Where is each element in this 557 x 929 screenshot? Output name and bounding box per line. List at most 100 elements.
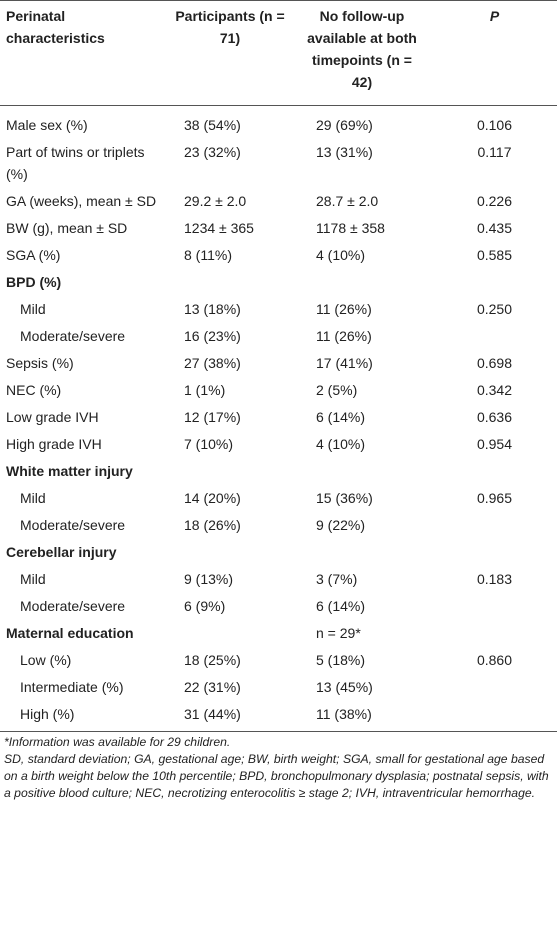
table-cell: 4 (10%) xyxy=(316,247,366,263)
footnote: *Information was available for 29 childr… xyxy=(4,735,231,749)
table-cell: 0.636 xyxy=(476,409,513,425)
table-row: Maternal education n = 29* xyxy=(0,620,557,647)
table-row: NEC (%) 1 (1%) 2 (5%) 0.342 xyxy=(0,377,557,404)
table-row: White matter injury xyxy=(0,458,557,485)
table-cell: Mild xyxy=(20,490,46,506)
table-row: BPD (%) xyxy=(0,269,557,296)
table-cell xyxy=(432,674,557,701)
table-cell: 0.698 xyxy=(476,355,513,371)
table-cell: 0.226 xyxy=(476,193,513,209)
table-cell: BPD (%) xyxy=(6,274,62,290)
table-row: High (%) 31 (44%) 11 (38%) xyxy=(0,701,557,732)
table-cell: Moderate/severe xyxy=(20,517,126,533)
table-cell: 17 (41%) xyxy=(316,355,373,371)
table-cell: 38 (54%) xyxy=(184,117,241,133)
table-cell: 0.106 xyxy=(476,117,513,133)
table-cell: 3 (7%) xyxy=(316,571,358,587)
table-cell xyxy=(168,458,292,485)
table-cell: White matter injury xyxy=(6,463,133,479)
table-cell: Sepsis (%) xyxy=(6,355,74,371)
table-cell: 11 (26%) xyxy=(316,301,372,317)
table-cell: 18 (26%) xyxy=(184,517,241,533)
table-cell: BW (g), mean ± SD xyxy=(6,220,128,236)
footnote: SD, standard deviation; GA, gestational … xyxy=(4,752,549,800)
table-cell: 13 (18%) xyxy=(184,301,241,317)
table-cell: 1178 ± 358 xyxy=(316,220,385,236)
table-cell: 23 (32%) xyxy=(184,144,241,160)
table-cell: High (%) xyxy=(0,701,168,732)
table-cell: 16 (23%) xyxy=(184,328,241,344)
footnotes: *Information was available for 29 childr… xyxy=(0,732,557,802)
table-cell: 8 (11%) xyxy=(184,247,232,263)
table-cell: 22 (31%) xyxy=(184,679,241,695)
table-cell: Mild xyxy=(20,301,46,317)
table-cell: 7 (10%) xyxy=(184,436,234,452)
table-cell: 29.2 ± 2.0 xyxy=(184,193,247,209)
table-cell: 0.183 xyxy=(476,571,513,587)
data-table: Perinatal characteristics Participants (n… xyxy=(0,0,557,732)
table-row: High grade IVH 7 (10%) 4 (10%) 0.954 xyxy=(0,431,557,458)
table-cell: Cerebellar injury xyxy=(6,544,117,560)
table-cell: 31 (44%) xyxy=(168,701,292,732)
header-cell: Perinatal characteristics xyxy=(0,0,168,106)
table-cell xyxy=(432,323,557,350)
table-cell: Intermediate (%) xyxy=(20,679,124,695)
table-cell: 6 (14%) xyxy=(316,598,366,614)
table-cell: 9 (22%) xyxy=(316,517,366,533)
table-cell: Low (%) xyxy=(20,652,72,668)
table-cell: 1 (1%) xyxy=(184,382,226,398)
table-row: Sepsis (%) 27 (38%) 17 (41%) 0.698 xyxy=(0,350,557,377)
table-row: Part of twins or triplets (%) 23 (32%) 13 … xyxy=(0,139,557,188)
table-body: Male sex (%) 38 (54%) 29 (69%) 0.106 Part of… xyxy=(0,106,557,732)
table-row: Moderate/severe 18 (26%) 9 (22%) xyxy=(0,512,557,539)
table-cell xyxy=(168,539,292,566)
table-row: Moderate/severe 16 (23%) 11 (26%) xyxy=(0,323,557,350)
table-cell: 18 (25%) xyxy=(184,652,241,668)
table-row: Mild 13 (18%) 11 (26%) 0.250 xyxy=(0,296,557,323)
table-row: SGA (%) 8 (11%) 4 (10%) 0.585 xyxy=(0,242,557,269)
table-cell: Male sex (%) xyxy=(6,117,88,133)
table-cell: Part of twins or triplets (%) xyxy=(6,144,145,182)
table-row: Low (%) 18 (25%) 5 (18%) 0.860 xyxy=(0,647,557,674)
table-cell: Low grade IVH xyxy=(6,409,99,425)
table-cell: Mild xyxy=(20,571,46,587)
table-cell: 1234 ± 365 xyxy=(184,220,254,236)
table-cell xyxy=(168,620,292,647)
table-cell: 0.585 xyxy=(476,247,513,263)
table-cell xyxy=(432,539,557,566)
table-row: Moderate/severe 6 (9%) 6 (14%) xyxy=(0,593,557,620)
table-row: Low grade IVH 12 (17%) 6 (14%) 0.636 xyxy=(0,404,557,431)
table-cell: GA (weeks), mean ± SD xyxy=(6,193,157,209)
table-cell: 13 (45%) xyxy=(316,679,373,695)
table-cell: 28.7 ± 2.0 xyxy=(316,193,379,209)
table-cell xyxy=(432,269,557,296)
table-cell: 9 (13%) xyxy=(184,571,234,587)
table-row: GA (weeks), mean ± SD 29.2 ± 2.0 28.7 ± 2.… xyxy=(0,188,557,215)
table-cell: Maternal education xyxy=(6,625,134,641)
table-row: Cerebellar injury xyxy=(0,539,557,566)
table-row: Mild 9 (13%) 3 (7%) 0.183 xyxy=(0,566,557,593)
table-cell: 0.954 xyxy=(476,436,513,452)
header-cell: Participants (n = 71) xyxy=(168,0,292,106)
table-cell: 0.435 xyxy=(476,220,513,236)
table-cell: High grade IVH xyxy=(6,436,102,452)
table-cell xyxy=(292,269,432,296)
table-row: Male sex (%) 38 (54%) 29 (69%) 0.106 xyxy=(0,106,557,140)
table-cell: 11 (26%) xyxy=(316,328,372,344)
table-cell xyxy=(432,620,557,647)
table-cell: 5 (18%) xyxy=(316,652,366,668)
table-cell: 13 (31%) xyxy=(316,144,373,160)
table-cell: 12 (17%) xyxy=(184,409,241,425)
table-header: Perinatal characteristics Participants (n… xyxy=(0,0,557,106)
table-cell: NEC (%) xyxy=(6,382,62,398)
table-cell: 29 (69%) xyxy=(316,117,373,133)
table-cell xyxy=(292,458,432,485)
table-cell: 6 (9%) xyxy=(184,598,226,614)
table-cell: Moderate/severe xyxy=(20,598,126,614)
table-cell xyxy=(432,458,557,485)
table-cell xyxy=(432,701,557,732)
header-cell: No follow-up available at both timepoint… xyxy=(292,0,432,106)
table-cell: 11 (38%) xyxy=(292,701,432,732)
table-cell: 2 (5%) xyxy=(316,382,358,398)
